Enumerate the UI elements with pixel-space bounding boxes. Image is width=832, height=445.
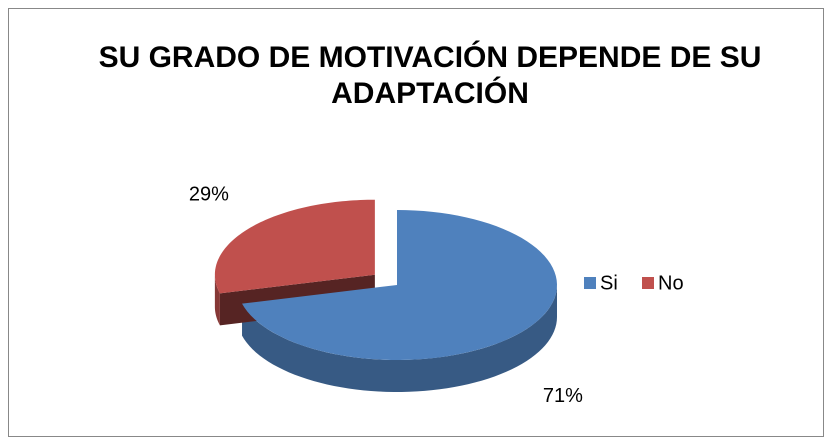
data-label: 29% [189, 183, 229, 205]
legend-swatch [642, 277, 654, 289]
data-label: 71% [543, 385, 583, 407]
pie-slice-side [242, 285, 558, 392]
legend-label: No [658, 272, 684, 294]
chart-title: SU GRADO DE MOTIVACIÓN DEPENDE DE SU ADA… [98, 41, 762, 110]
pie-slice-side [214, 274, 220, 326]
legend-label: Si [600, 272, 618, 294]
pie-slice [242, 210, 557, 360]
legend-swatch [584, 277, 596, 289]
pie-slice [214, 199, 375, 294]
